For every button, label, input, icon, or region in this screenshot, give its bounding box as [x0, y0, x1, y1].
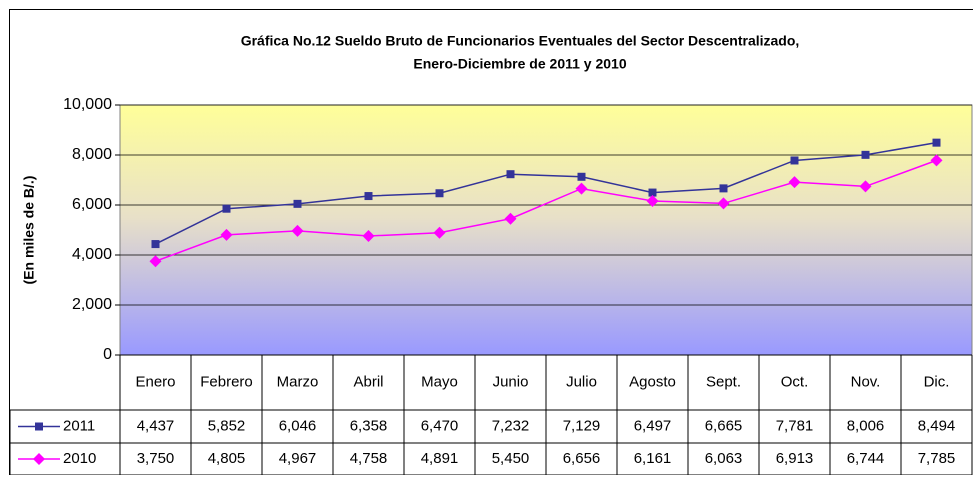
point: [294, 200, 302, 208]
table-value: 6,161: [634, 450, 672, 467]
table-value: 7,129: [563, 417, 601, 434]
x-tick-label: Julio: [566, 373, 597, 390]
y-tick-label: 10,000: [63, 96, 112, 113]
table-value: 7,785: [918, 450, 956, 467]
point: [578, 173, 586, 181]
table-value: 4,967: [279, 450, 317, 467]
plot-area: [120, 105, 972, 355]
legend-marker: [35, 423, 43, 431]
table-value: 6,470: [421, 417, 459, 434]
table-value: 6,744: [847, 450, 885, 467]
chart-subtitle: Enero-Diciembre de 2011 y 2010: [413, 56, 626, 72]
y-tick-label: 8,000: [72, 146, 112, 163]
point: [223, 205, 231, 213]
table-value: 5,852: [208, 417, 246, 434]
chart-title: Gráfica No.12 Sueldo Bruto de Funcionari…: [241, 33, 800, 49]
point: [933, 139, 941, 147]
table-value: 6,497: [634, 417, 672, 434]
x-tick-label: Abril: [353, 373, 383, 390]
point: [152, 240, 160, 248]
table-value: 6,665: [705, 417, 743, 434]
table-value: 3,750: [137, 450, 175, 467]
x-tick-label: Mayo: [421, 373, 458, 390]
table-value: 8,006: [847, 417, 885, 434]
table-value: 6,063: [705, 450, 743, 467]
y-tick-label: 6,000: [72, 196, 112, 213]
table-value: 6,046: [279, 417, 317, 434]
table-value: 6,913: [776, 450, 814, 467]
table-value: 6,656: [563, 450, 601, 467]
x-tick-label: Sept.: [706, 373, 741, 390]
y-tick-label: 0: [103, 346, 112, 363]
point: [720, 184, 728, 192]
x-tick-label: Oct.: [781, 373, 809, 390]
table-value: 7,232: [492, 417, 530, 434]
x-tick-label: Enero: [135, 373, 175, 390]
y-tick-label: 4,000: [72, 246, 112, 263]
table-value: 4,891: [421, 450, 459, 467]
table-value: 7,781: [776, 417, 814, 434]
point: [365, 192, 373, 200]
x-tick-label: Nov.: [851, 373, 881, 390]
table-value: 8,494: [918, 417, 956, 434]
table-value: 5,450: [492, 450, 530, 467]
y-tick-label: 2,000: [72, 296, 112, 313]
y-axis-label: (En miles de B/.): [21, 176, 37, 285]
table-value: 4,805: [208, 450, 246, 467]
legend-label: 2010: [63, 450, 96, 467]
x-tick-label: Agosto: [629, 373, 676, 390]
x-tick-label: Marzo: [277, 373, 319, 390]
point: [862, 151, 870, 159]
point: [436, 189, 444, 197]
legend-label: 2011: [63, 417, 95, 434]
point: [507, 170, 515, 178]
table-value: 6,358: [350, 417, 388, 434]
point: [791, 156, 799, 164]
x-tick-label: Junio: [493, 373, 529, 390]
x-tick-label: Febrero: [200, 373, 253, 390]
table-value: 4,437: [137, 417, 175, 434]
x-tick-label: Dic.: [924, 373, 950, 390]
table-value: 4,758: [350, 450, 388, 467]
